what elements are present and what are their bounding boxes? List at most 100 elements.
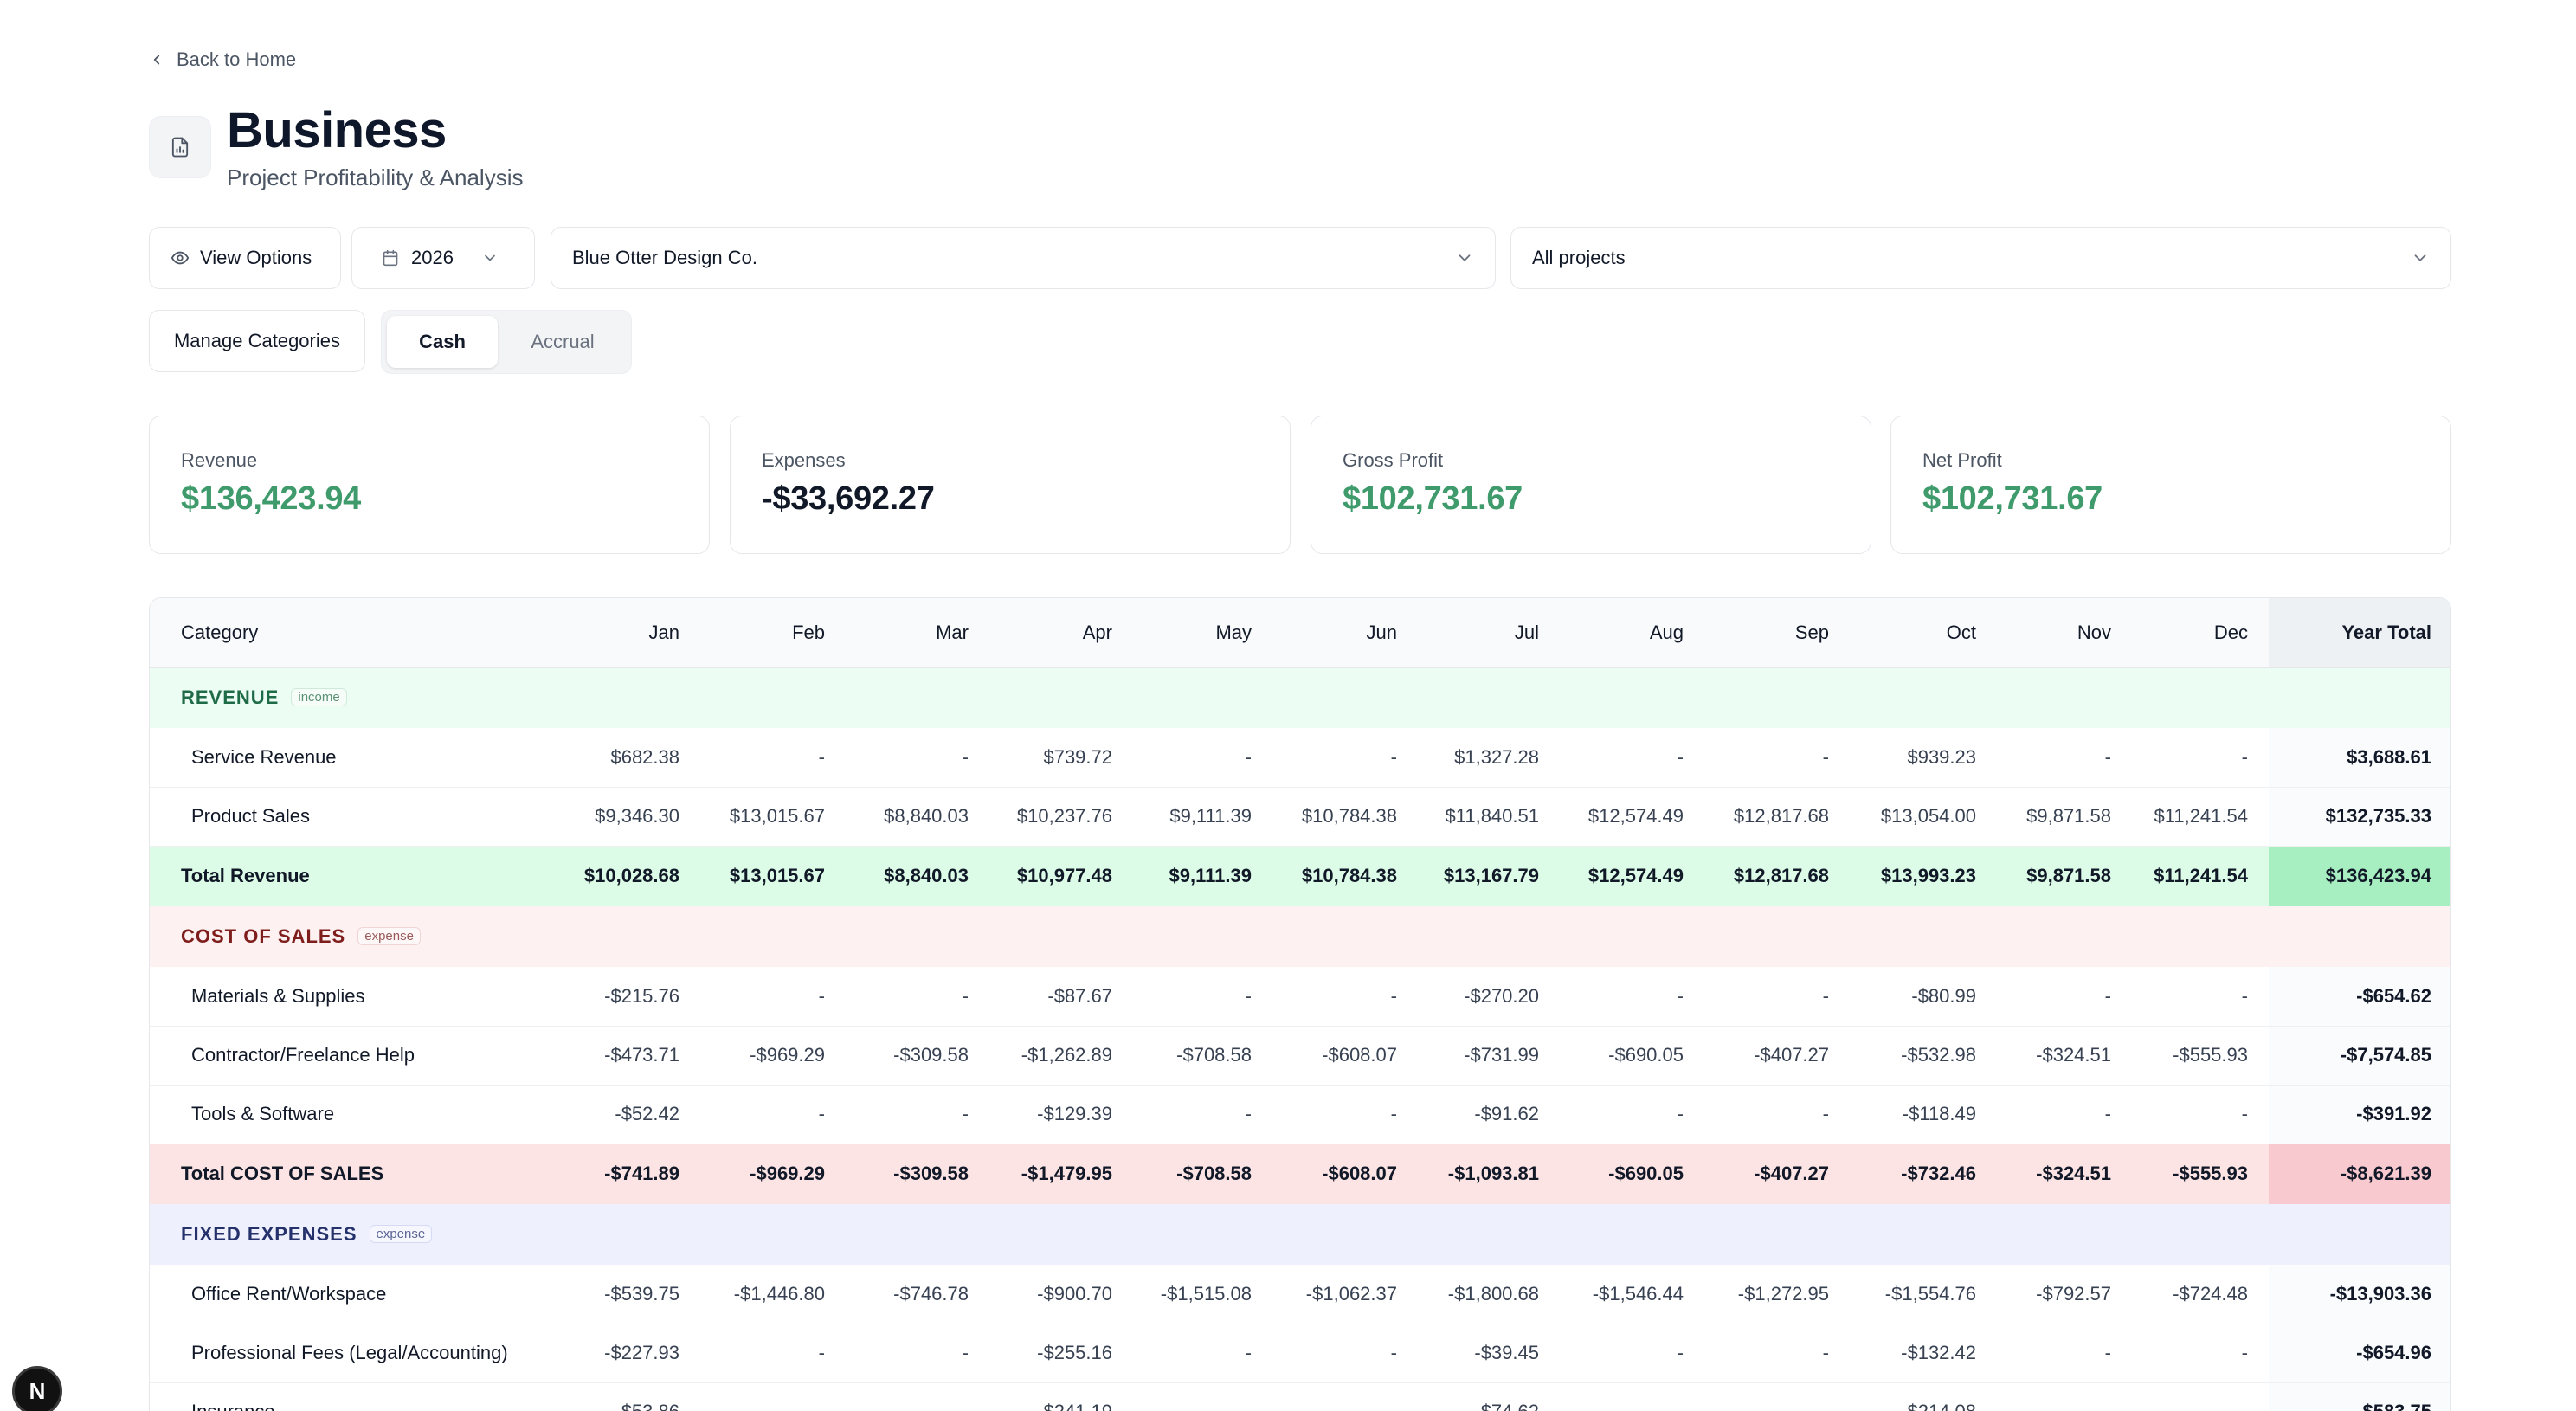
card-value: $136,423.94 [181, 480, 362, 517]
client-select[interactable]: Blue Otter Design Co. [551, 227, 1496, 289]
month-value-cell: $9,871.58 [2026, 805, 2111, 827]
client-value: Blue Otter Design Co. [572, 247, 757, 268]
month-value-cell: $682.38 [610, 745, 679, 768]
month-value-cell: -$1,062.37 [1305, 1282, 1397, 1305]
month-value-cell: - [2241, 1103, 2248, 1124]
month-value-cell: - [2241, 1342, 2248, 1363]
month-value-cell: $10,784.38 [1301, 805, 1397, 827]
column-header-month: Dec [2132, 598, 2269, 668]
section-title: REVENUE [181, 686, 280, 709]
category-cell: Professional Fees (Legal/Accounting) [191, 1342, 508, 1363]
month-value-cell: $739.72 [1043, 745, 1112, 768]
table-row[interactable]: Office Rent/Workspace -$539.75 -$1,446.80 -… [150, 1265, 2450, 1324]
month-value-cell: -$608.07 [1322, 1163, 1397, 1185]
month-value-cell: - [1560, 1382, 1704, 1411]
project-select[interactable]: All projects [1510, 227, 2451, 289]
month-value-cell: -$1,272.95 [1737, 1282, 1829, 1305]
accounting-basis-toggle: Cash Accrual [381, 310, 632, 374]
month-value-cell: - [2104, 984, 2111, 1007]
section-header-row: REVENUE income [150, 667, 2450, 728]
month-value-cell: -$690.05 [1608, 1044, 1684, 1066]
month-value-cell: - [818, 1103, 825, 1124]
month-value-cell: $13,015.67 [729, 865, 825, 887]
section-title: COST OF SALES [181, 925, 346, 947]
year-total-cell: -$583.75 [2269, 1382, 2450, 1411]
month-value-cell: $12,574.49 [1587, 805, 1684, 827]
eye-icon [171, 251, 190, 265]
table-row[interactable]: Tools & Software -$52.42 - - -$129.39 - - -$91.… [150, 1085, 2450, 1144]
month-value-cell: -$324.51 [2036, 1044, 2111, 1066]
view-options-button[interactable]: View Options [149, 227, 341, 289]
year-total-cell: -$654.96 [2269, 1324, 2450, 1382]
basis-accrual-option[interactable]: Accrual [531, 331, 595, 352]
back-link[interactable]: Back to Home [149, 47, 296, 73]
table-row[interactable]: Materials & Supplies -$215.76- - -$87.67- - -… [150, 967, 2450, 1026]
month-value-cell: $9,111.39 [1169, 805, 1252, 827]
month-value-cell: -$407.27 [1754, 1044, 1829, 1066]
month-value-cell: -$309.58 [893, 1163, 969, 1185]
page-title: Business [227, 102, 447, 158]
table-row[interactable]: Insurance-$53.86---$241.19---$74.62---$2… [150, 1382, 2450, 1411]
month-value-cell: - [2132, 1382, 2269, 1411]
net-profit-card: Net Profit $102,731.67 [1890, 416, 2451, 554]
year-total-cell: -$13,903.36 [2269, 1265, 2450, 1324]
section-type-badge: expense [369, 1224, 433, 1243]
month-value-cell: - [1677, 745, 1684, 768]
month-value-cell: -$270.20 [1464, 984, 1539, 1007]
month-value-cell: -$255.16 [1037, 1342, 1112, 1363]
column-header-month: Jan [560, 598, 700, 668]
chevron-left-icon [153, 55, 160, 65]
month-value-cell: -$690.05 [1608, 1163, 1684, 1185]
month-value-cell: - [700, 1382, 846, 1411]
chevron-down-icon [1459, 254, 1471, 261]
report-icon [149, 116, 211, 178]
month-value-cell: $10,237.76 [1016, 805, 1112, 827]
basis-cash-option[interactable]: Cash [387, 316, 498, 368]
table-row[interactable]: Service Revenue $682.38 - - $739.72 - - $1,327.… [150, 728, 2450, 787]
month-value-cell: - [846, 1382, 989, 1411]
month-value-cell: $11,241.54 [2154, 865, 2248, 887]
month-value-cell: - [1245, 745, 1252, 768]
month-value-cell: -$227.93 [604, 1342, 679, 1363]
dev-tools-badge[interactable]: N [12, 1366, 62, 1411]
category-cell: Tools & Software [191, 1103, 335, 1124]
profitability-table: Category Jan Feb Mar Apr May Jun Jul Aug Sep Oct No… [149, 597, 2451, 1411]
month-value-cell: - [818, 1342, 825, 1363]
section-header-row: COST OF SALES expense [150, 906, 2450, 967]
month-value-cell: - [1677, 1103, 1684, 1124]
manage-categories-button[interactable]: Manage Categories [149, 310, 365, 372]
month-value-cell: -$39.45 [1474, 1342, 1539, 1363]
column-header-year-total: Year Total [2269, 598, 2450, 668]
gross-profit-card: Gross Profit $102,731.67 [1311, 416, 1871, 554]
year-total-cell: -$8,621.39 [2269, 1144, 2450, 1204]
month-value-cell: -$1,262.89 [1021, 1044, 1112, 1066]
column-header-month: Aug [1560, 598, 1704, 668]
month-value-cell: -$309.58 [893, 1044, 969, 1066]
month-value-cell: -$741.89 [604, 1163, 679, 1185]
month-value-cell: - [962, 745, 969, 768]
table-row[interactable]: Contractor/Freelance Help -$473.71 -$969.2… [150, 1026, 2450, 1085]
month-value-cell: - [2241, 745, 2248, 768]
expenses-card: Expenses -$33,692.27 [730, 416, 1291, 554]
month-value-cell: $12,574.49 [1587, 865, 1684, 887]
category-cell: Total COST OF SALES [181, 1163, 384, 1185]
category-cell: Office Rent/Workspace [191, 1282, 387, 1305]
page-subtitle: Project Profitability & Analysis [227, 164, 524, 190]
table-row[interactable]: Professional Fees (Legal/Accounting) -$22… [150, 1324, 2450, 1382]
section-header-row: FIXED EXPENSES expense [150, 1204, 2450, 1265]
view-options-label: View Options [200, 247, 312, 268]
year-total-cell: -$654.62 [2269, 967, 2450, 1026]
month-value-cell: - [962, 984, 969, 1007]
section-total-row: Total Revenue $10,028.68 $13,015.67 $8,840.… [150, 846, 2450, 906]
month-value-cell: -$215.76 [604, 984, 679, 1007]
month-value-cell: - [1390, 745, 1397, 768]
month-value-cell: - [1822, 1103, 1829, 1124]
category-cell: Insurance [150, 1382, 560, 1411]
month-value-cell: -$746.78 [893, 1282, 969, 1305]
card-label: Gross Profit [1343, 449, 1444, 471]
year-select[interactable]: 2026 [351, 227, 535, 289]
column-header-month: Apr [989, 598, 1133, 668]
table-row[interactable]: Product Sales $9,346.30 $13,015.67 $8,840.0… [150, 787, 2450, 846]
table-header-row: Category Jan Feb Mar Apr May Jun Jul Aug Sep Oct No… [150, 598, 2450, 668]
section-total-row: Total COST OF SALES -$741.89 -$969.29 -$309… [150, 1144, 2450, 1204]
